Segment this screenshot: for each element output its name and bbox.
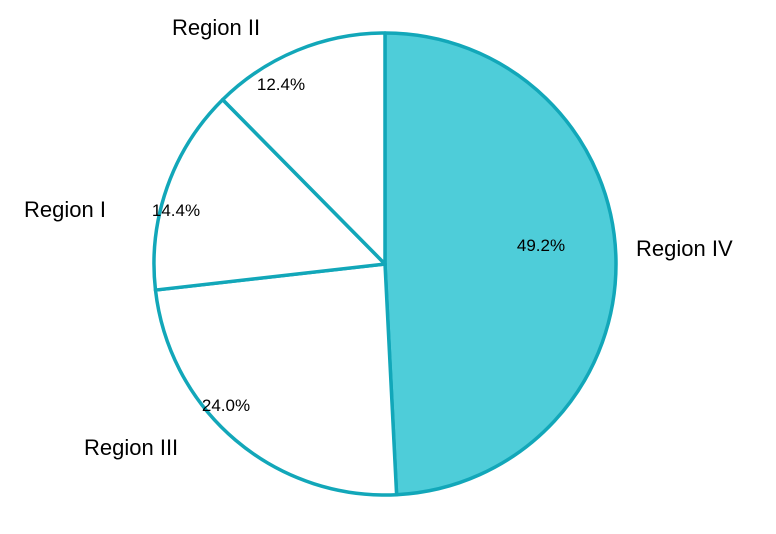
slice-value-region-iii: 24.0%: [202, 396, 250, 415]
pie-slice-region-iii: [153, 262, 399, 497]
pie-labels: Region IV 49.2% Region III 24.0% Region I 14.…: [24, 15, 733, 460]
pie-slice-region-i: [152, 97, 387, 292]
slice-value-region-ii: 12.4%: [257, 75, 305, 94]
slice-value-region-iv: 49.2%: [517, 236, 565, 255]
slice-value-region-i: 14.4%: [152, 201, 200, 220]
pie-slices: [152, 31, 618, 497]
slice-label-region-i: Region I: [24, 197, 106, 222]
slice-label-region-iv: Region IV: [636, 236, 733, 261]
pie-slice-region-iv: [383, 31, 618, 497]
pie-slice-region-ii: [220, 31, 387, 266]
slice-label-region-iii: Region III: [84, 435, 178, 460]
slice-label-region-ii: Region II: [172, 15, 260, 40]
